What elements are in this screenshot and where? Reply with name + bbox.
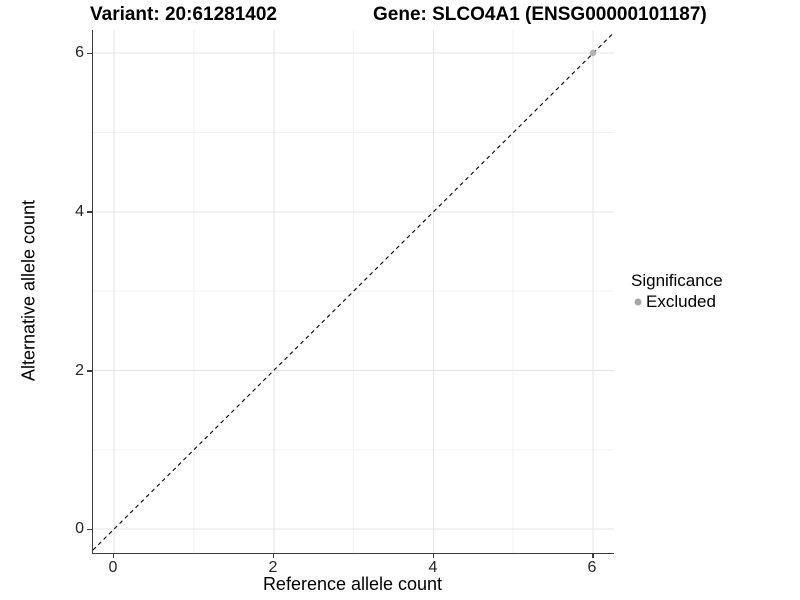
gridlines-major: [93, 30, 614, 553]
y-tick-mark: [87, 52, 92, 54]
legend-item-excluded: Excluded: [631, 292, 723, 312]
x-tick-label: 0: [108, 559, 118, 576]
x-tick-mark: [592, 554, 594, 558]
y-tick-mark: [87, 211, 92, 213]
x-axis-title: Reference allele count: [262, 574, 443, 594]
y-tick-mark: [87, 528, 92, 530]
y-tick-mark: [87, 370, 92, 372]
y-tick-label: 2: [75, 362, 84, 379]
gene-title: Gene: SLCO4A1 (ENSG00000101187): [373, 4, 707, 25]
y-tick-label: 6: [75, 44, 84, 61]
legend-swatch-excluded: [634, 298, 642, 306]
x-tick-label: 4: [428, 559, 438, 576]
x-tick-label: 2: [268, 559, 278, 576]
y-tick-label: 4: [75, 203, 84, 220]
x-tick-mark: [272, 554, 274, 558]
legend-point-icon: [634, 298, 642, 306]
x-tick-label: 6: [587, 559, 597, 576]
identity-line: [93, 32, 614, 551]
data-point: [589, 49, 597, 57]
variant-title: Variant: 20:61281402: [90, 4, 277, 25]
gridlines-minor: [93, 30, 614, 553]
legend: Significance Excluded: [631, 271, 723, 312]
plot-svg: [93, 30, 614, 553]
x-tick-mark: [432, 554, 434, 558]
x-tick-mark: [112, 554, 114, 558]
y-axis-title: Alternative allele count: [18, 199, 39, 382]
legend-title: Significance: [631, 271, 723, 290]
plot-panel: [92, 30, 614, 554]
y-tick-label: 0: [75, 520, 84, 537]
legend-item-label: Excluded: [646, 292, 716, 311]
